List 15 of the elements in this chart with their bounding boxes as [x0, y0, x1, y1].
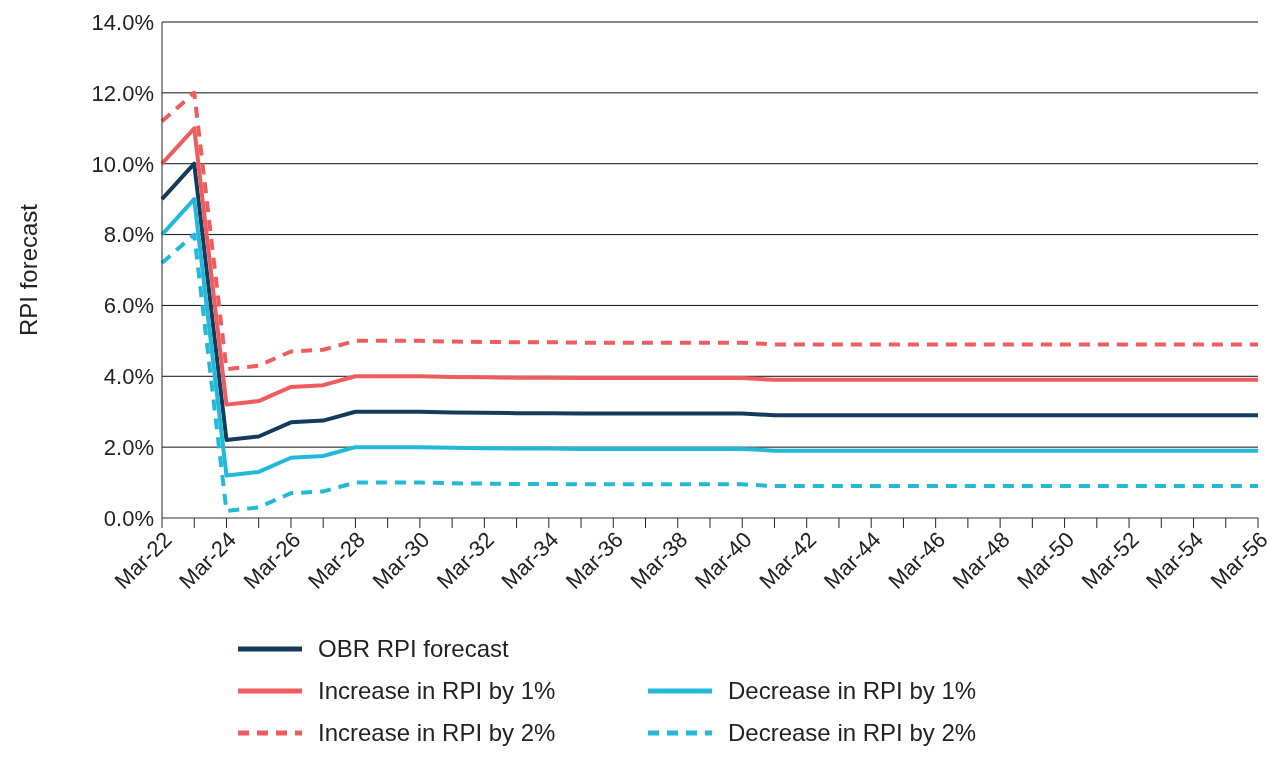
legend-label: Increase in RPI by 1% [318, 677, 556, 705]
y-tick-label: 14.0% [91, 9, 154, 35]
y-tick-label: 4.0% [103, 364, 154, 390]
y-tick-label: 0.0% [103, 505, 154, 531]
legend-label: Decrease in RPI by 2% [728, 719, 977, 747]
y-tick-label: 12.0% [91, 80, 154, 106]
legend-label: Decrease in RPI by 1% [728, 677, 977, 705]
legend-label: OBR RPI forecast [318, 635, 509, 663]
y-axis-title: RPI forecast [14, 203, 42, 337]
y-tick-label: 10.0% [91, 151, 154, 177]
y-tick-label: 6.0% [103, 293, 154, 319]
legend-label: Increase in RPI by 2% [318, 719, 556, 747]
line-series [160, 161, 1260, 443]
y-tick-label: 8.0% [103, 222, 154, 248]
y-tick-label: 2.0% [103, 434, 154, 460]
